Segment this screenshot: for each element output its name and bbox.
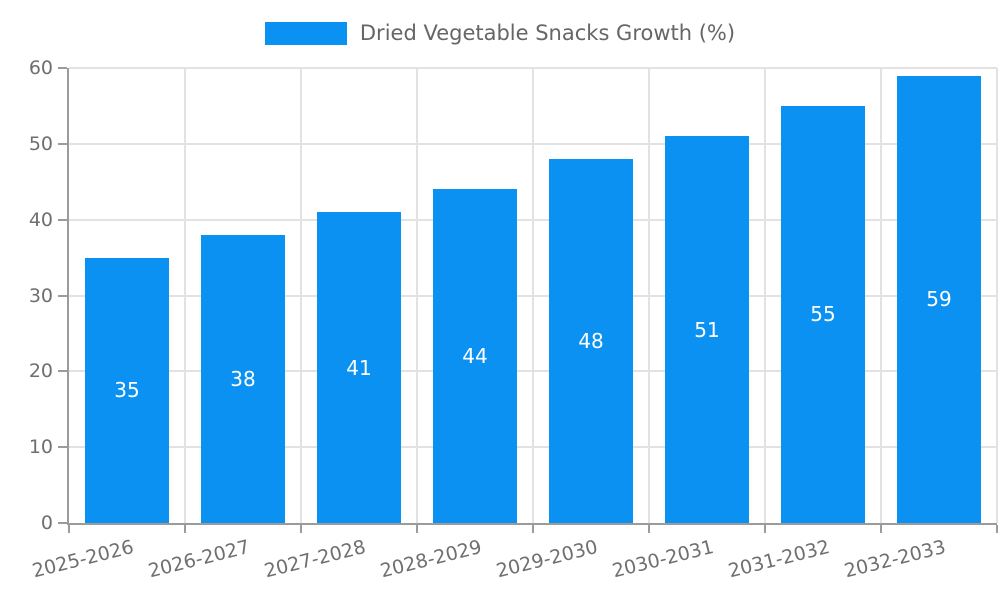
bar: 44 [433, 189, 517, 523]
x-tick-label: 2030-2031 [610, 536, 717, 583]
y-tick-label: 10 [28, 436, 53, 459]
x-tick-mark [764, 525, 766, 533]
y-tick-mark [58, 67, 67, 69]
plot-area: 0 10 20 30 40 50 60 35 38 41 44 48 51 55 59 2025-2026 20… [29, 57, 998, 582]
bar: 41 [317, 212, 401, 523]
bar-value-label: 51 [694, 317, 720, 342]
y-tick-mark [58, 142, 67, 145]
x-tick-label: 2032-2033 [842, 536, 949, 583]
bar-value-label: 35 [114, 378, 140, 403]
x-tick-label: 2026-2027 [146, 536, 253, 583]
y-tick-label: 40 [28, 208, 53, 231]
bar-value-label: 44 [462, 344, 488, 369]
x-gridline [416, 68, 418, 523]
bar-value-label: 48 [578, 329, 604, 353]
x-tick-mark [416, 525, 418, 533]
bar-value-label: 55 [810, 302, 836, 327]
bar: 48 [549, 159, 633, 523]
x-tick-mark [532, 525, 534, 533]
x-tick-mark [996, 525, 998, 533]
y-tick-mark [58, 446, 67, 449]
x-gridline [996, 68, 998, 523]
y-tick-label: 20 [28, 360, 53, 383]
bar: 55 [781, 105, 865, 523]
legend-swatch [264, 21, 347, 45]
legend-label: Dried Vegetable Snacks Growth (%) [359, 21, 736, 45]
legend: Dried Vegetable Snacks Growth (%) [0, 21, 1000, 45]
x-tick-label: 2029-2030 [494, 536, 601, 583]
y-tick-label: 50 [28, 132, 53, 155]
y-tick-mark [58, 522, 67, 524]
bar: 59 [897, 75, 981, 523]
x-tick-mark [184, 525, 186, 533]
y-tick-mark [58, 294, 67, 297]
x-tick-label: 2031-2032 [726, 536, 833, 583]
x-gridline [184, 68, 186, 523]
y-tick-mark [58, 218, 67, 221]
x-gridline [764, 68, 766, 523]
x-tick-label: 2027-2028 [262, 536, 369, 583]
bar: 35 [85, 257, 169, 523]
x-tick-mark [648, 525, 650, 533]
x-tick-mark [300, 525, 302, 533]
bar-value-label: 38 [230, 366, 256, 391]
bar: 51 [665, 136, 749, 523]
bar: 38 [201, 234, 285, 523]
bar-value-label: 59 [926, 287, 952, 312]
y-tick-mark [58, 370, 67, 373]
x-gridline [300, 68, 302, 523]
x-tick-mark [68, 525, 70, 533]
y-tick-label: 30 [28, 284, 53, 307]
x-gridline [532, 68, 534, 523]
x-gridline [880, 68, 882, 523]
x-gridline [648, 68, 650, 523]
y-tick-label: 60 [28, 57, 53, 79]
x-tick-mark [880, 525, 882, 533]
bar-value-label: 41 [346, 355, 372, 380]
y-tick-label: 0 [40, 512, 53, 534]
x-tick-label: 2028-2029 [378, 536, 485, 583]
x-tick-label: 2025-2026 [30, 536, 137, 583]
